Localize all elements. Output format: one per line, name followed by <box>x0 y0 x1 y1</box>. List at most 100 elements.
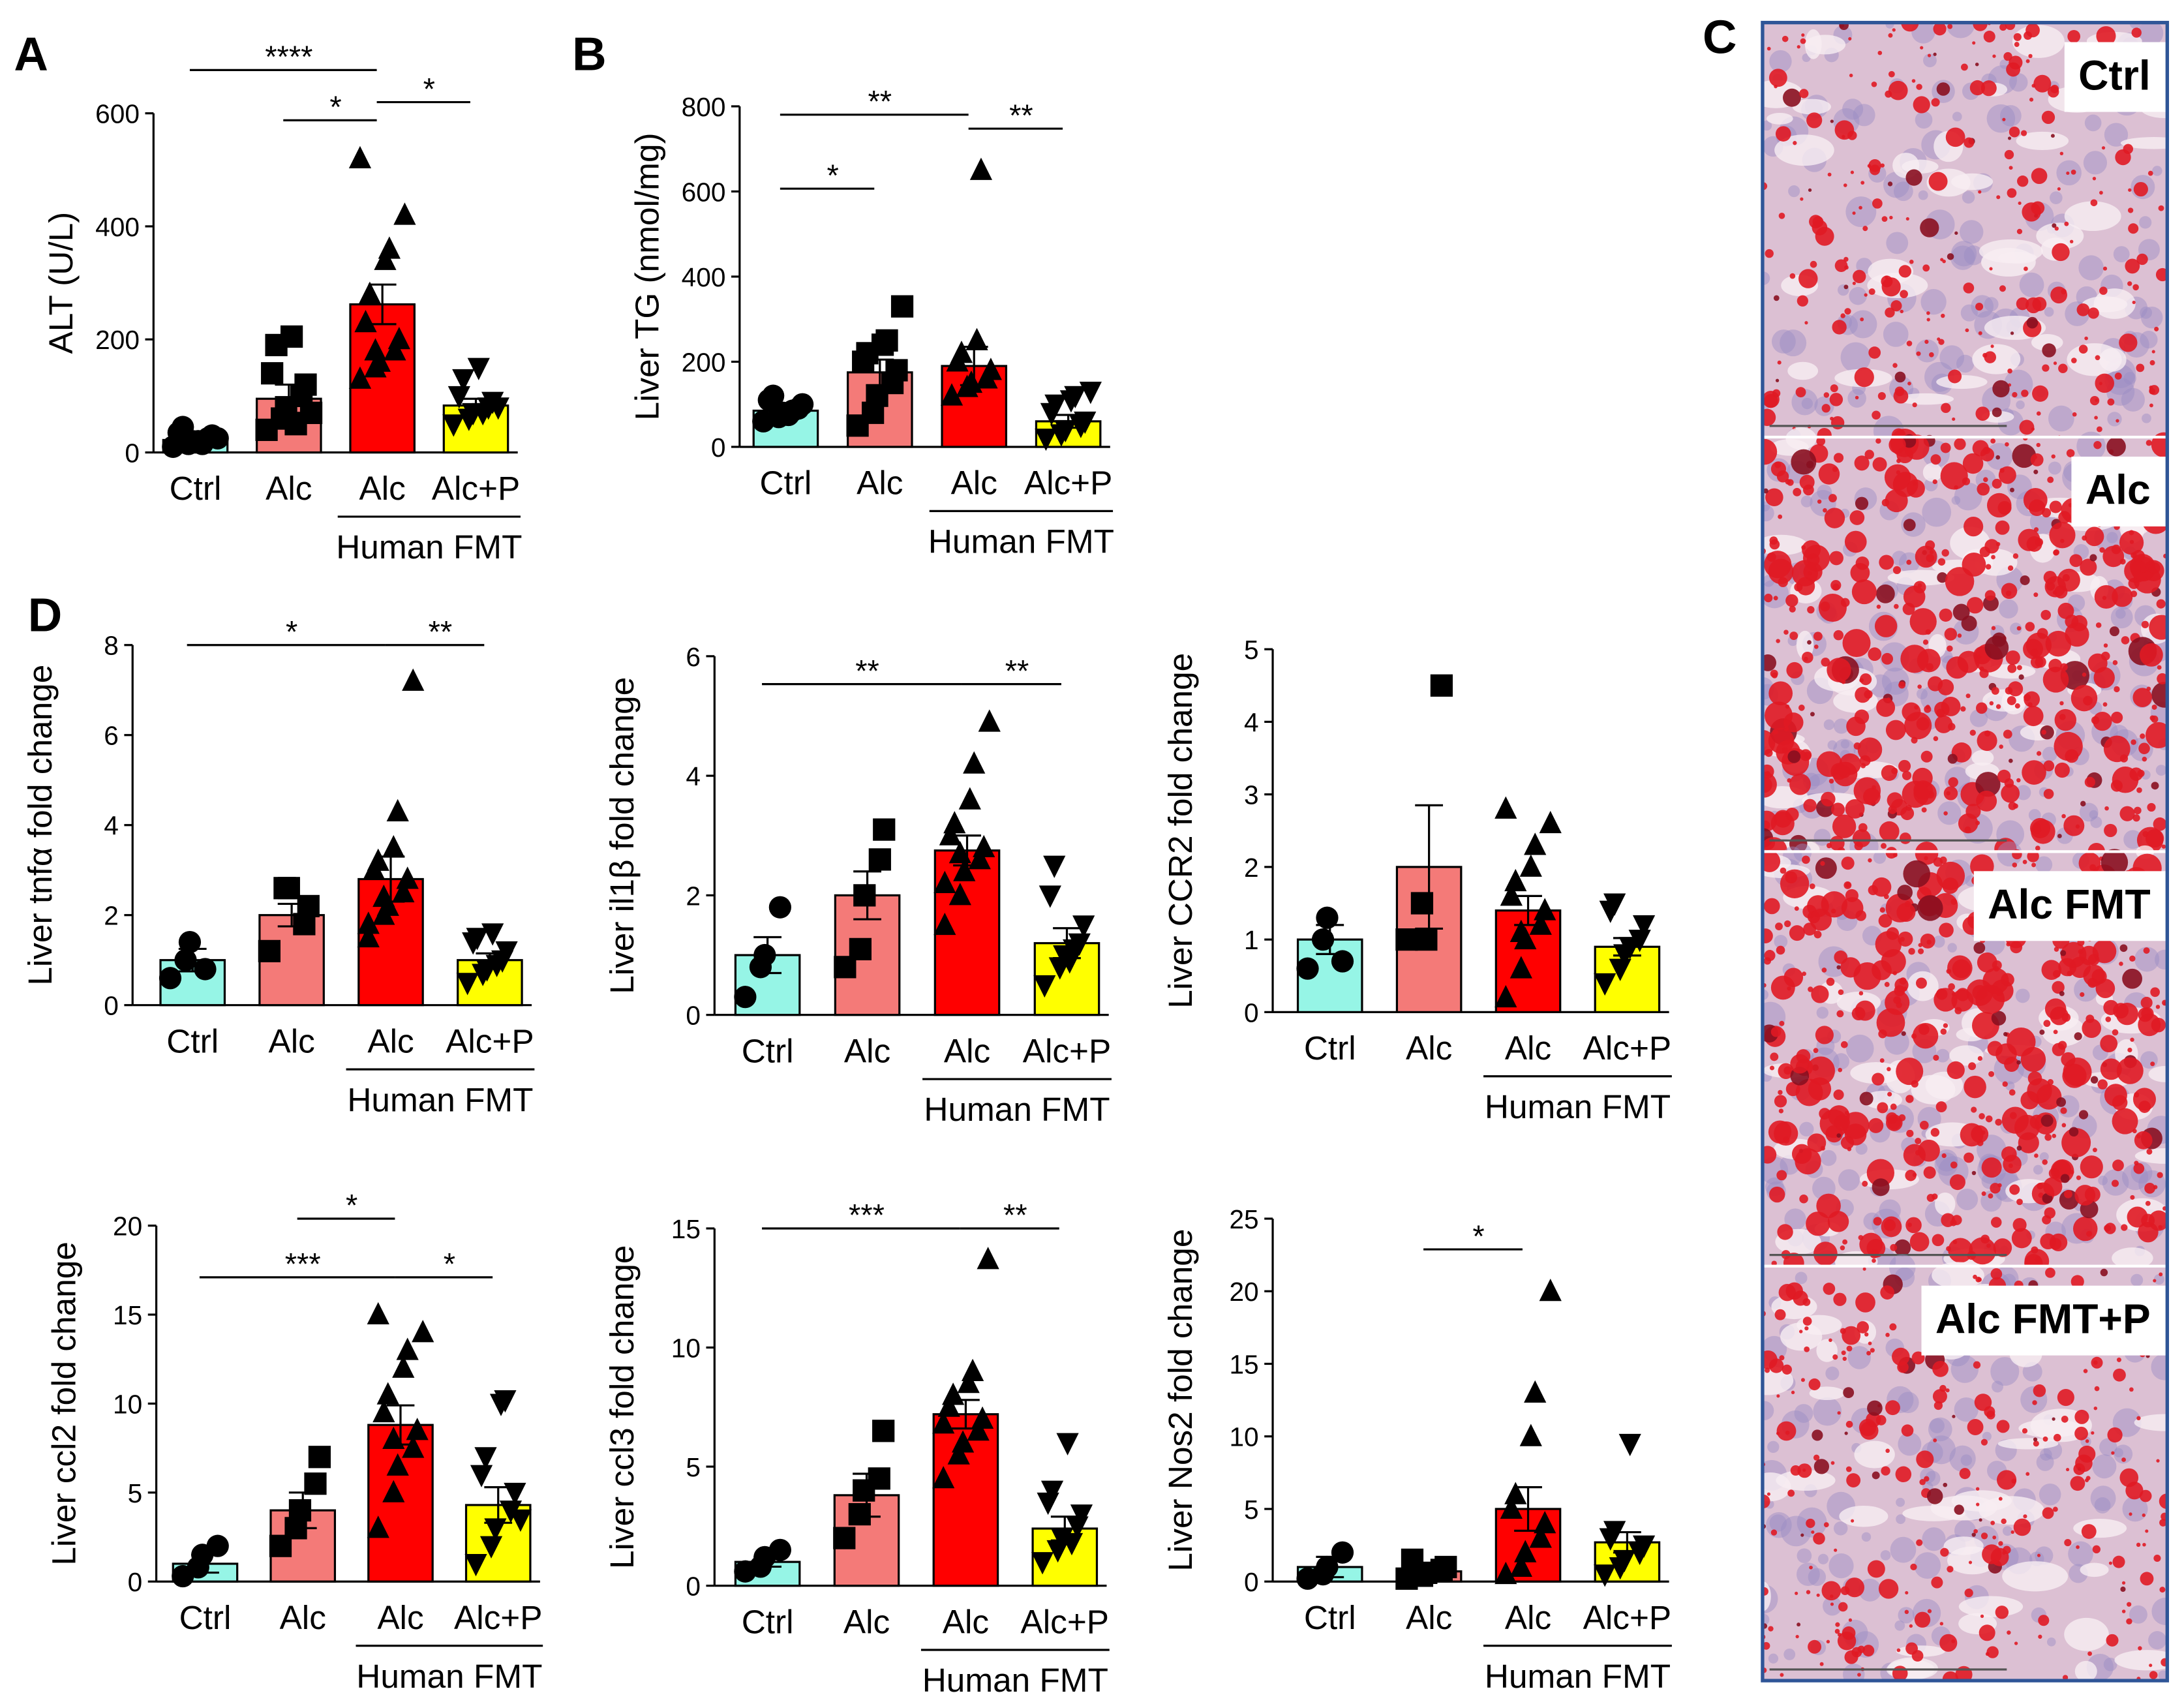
nucleus <box>1849 310 1877 339</box>
significance-label: ** <box>429 614 453 648</box>
lipid-droplet <box>1901 1424 1914 1437</box>
lipid-droplet <box>2031 862 2036 868</box>
nucleus <box>1935 1048 1950 1063</box>
lipid-droplet <box>2092 177 2097 181</box>
nucleus <box>1813 829 1831 846</box>
data-point <box>442 414 465 437</box>
nucleus <box>1838 1169 1860 1191</box>
lipid-droplet <box>1868 288 1875 296</box>
lipid-droplet <box>2042 1159 2048 1165</box>
lipid-droplet <box>2036 442 2040 448</box>
x-tick-label: Alc <box>951 465 997 502</box>
data-point <box>939 823 962 845</box>
lipid-droplet <box>1934 715 1953 733</box>
data-point <box>470 1465 493 1487</box>
nucleus <box>2140 306 2153 319</box>
lipid-droplet <box>2030 453 2044 466</box>
data-point <box>1509 956 1532 979</box>
lipid-droplet <box>2159 1519 2167 1527</box>
lipid-droplet <box>1916 351 1921 356</box>
lipid-droplet <box>1996 1470 2017 1490</box>
lipid-droplet <box>1875 438 1881 444</box>
panel-label: D <box>28 588 63 641</box>
lipid-droplet <box>2141 1213 2155 1228</box>
lipid-droplet <box>2054 585 2068 599</box>
lipid-droplet <box>1890 300 1902 312</box>
nucleus <box>1853 104 1875 127</box>
lipid-droplet <box>2017 175 2029 187</box>
lipid-droplet <box>1867 1400 1883 1416</box>
lipid-droplet <box>2009 1089 2016 1096</box>
lipid-droplet <box>2078 852 2101 875</box>
lipid-droplet <box>1870 1249 1879 1258</box>
significance-label: ** <box>1003 1198 1027 1232</box>
lipid-droplet <box>2059 991 2065 996</box>
panel-label: B <box>572 27 607 80</box>
nucleus <box>2016 785 2031 800</box>
lipid-droplet <box>1990 438 1996 444</box>
lipid-droplet <box>1780 867 1787 874</box>
lipid-droplet <box>1892 472 1919 497</box>
lipid-droplet <box>2032 385 2049 402</box>
clear-area <box>1809 1386 1845 1401</box>
lipid-droplet <box>1920 750 1933 763</box>
lipid-droplet <box>1847 1147 1852 1151</box>
lipid-droplet <box>2016 626 2022 631</box>
lipid-droplet <box>1872 198 1883 209</box>
lipid-droplet <box>2072 1216 2098 1241</box>
lipid-droplet <box>1952 959 1971 979</box>
lipid-droplet <box>1927 676 1943 692</box>
lipid-droplet <box>1956 988 1969 1001</box>
lipid-droplet <box>1950 1161 1958 1169</box>
lipid-droplet <box>2030 655 2044 669</box>
nucleus <box>2103 1657 2117 1671</box>
lipid-droplet <box>1891 767 1898 774</box>
lipid-droplet <box>2154 326 2159 331</box>
nucleus <box>1823 1596 1842 1616</box>
lipid-droplet <box>1925 540 1935 551</box>
lipid-droplet <box>2080 800 2086 807</box>
lipid-droplet <box>2070 1275 2084 1288</box>
lipid-droplet <box>2090 199 2098 207</box>
nucleus <box>1997 841 2022 867</box>
nucleus <box>1886 232 1909 254</box>
lipid-droplet <box>1803 799 1817 812</box>
lipid-droplet <box>2136 1542 2141 1547</box>
lipid-droplet <box>1911 1080 1919 1088</box>
nucleus <box>1762 120 1772 131</box>
significance-label: **** <box>265 39 312 74</box>
lipid-droplet <box>1820 602 1830 612</box>
lipid-droplet <box>2043 1020 2051 1028</box>
lipid-droplet <box>1842 1356 1847 1361</box>
lipid-droplet <box>1877 1102 1888 1114</box>
lipid-droplet <box>2061 1415 2069 1423</box>
lipid-droplet <box>2009 758 2013 763</box>
lipid-droplet <box>2113 1368 2126 1382</box>
nucleus <box>1980 1190 2002 1212</box>
lipid-droplet <box>1768 558 1794 585</box>
lipid-droplet <box>1850 170 1855 174</box>
lipid-droplet <box>1844 265 1849 270</box>
data-point <box>961 1358 984 1382</box>
lipid-droplet <box>2036 411 2041 416</box>
lipid-droplet <box>2060 1107 2067 1114</box>
lipid-droplet <box>1885 1332 1890 1337</box>
nucleus <box>2110 606 2133 629</box>
lipid-droplet <box>1977 654 1982 660</box>
nucleus <box>1881 667 1909 695</box>
nucleus <box>1923 53 1937 68</box>
lipid-droplet <box>2158 205 2164 211</box>
lipid-droplet <box>1909 1232 1930 1252</box>
lipid-droplet <box>2054 762 2070 778</box>
nucleus <box>1922 497 1952 527</box>
lipid-droplet <box>1911 79 1916 83</box>
lipid-droplet <box>1992 1535 1997 1540</box>
lipid-droplet <box>2106 436 2126 457</box>
lipid-droplet <box>1804 321 1808 325</box>
lipid-droplet <box>1852 281 1856 285</box>
lipid-droplet <box>2083 1369 2088 1373</box>
nucleus <box>1947 943 1957 952</box>
lipid-droplet <box>1894 371 1906 383</box>
lipid-droplet <box>1881 843 1887 849</box>
lipid-droplet <box>1791 449 1817 475</box>
